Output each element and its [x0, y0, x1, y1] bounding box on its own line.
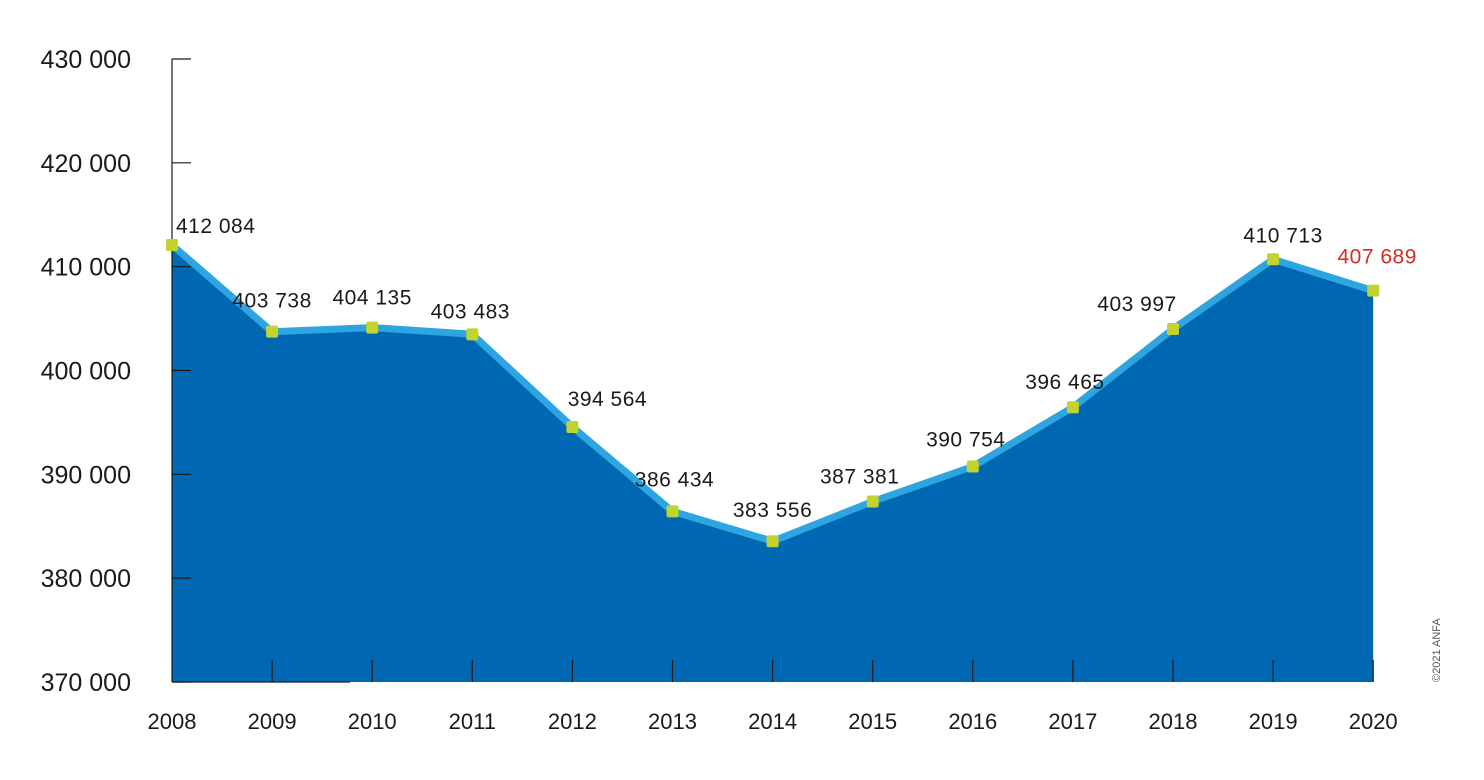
- x-tick-label: 2018: [1149, 709, 1198, 734]
- data-label: 403 997: [1097, 293, 1176, 316]
- copyright-notice: ©2021 ANFA: [1431, 618, 1443, 682]
- data-point-marker: [266, 325, 279, 338]
- x-tick-label: 2009: [248, 709, 297, 734]
- data-label: 407 689: [1337, 246, 1416, 269]
- data-point-marker: [666, 505, 679, 518]
- x-tick-label: 2019: [1249, 709, 1298, 734]
- data-label: 390 754: [926, 429, 1005, 452]
- x-tick-label: 2017: [1048, 709, 1097, 734]
- data-point-marker: [1066, 401, 1079, 414]
- data-label: 383 556: [733, 499, 812, 522]
- data-point-marker: [566, 420, 579, 433]
- x-tick-label: 2020: [1349, 709, 1398, 734]
- y-tick-label: 430 000: [41, 46, 131, 74]
- y-tick-label: 390 000: [41, 461, 131, 489]
- y-tick-label: 400 000: [41, 358, 131, 386]
- data-point-marker: [366, 321, 379, 334]
- data-point-marker: [966, 460, 979, 473]
- data-label: 394 564: [568, 388, 647, 411]
- data-label: 410 713: [1243, 224, 1322, 247]
- data-label: 403 483: [431, 300, 510, 323]
- data-point-marker: [1267, 253, 1280, 266]
- area-fill: [172, 245, 1374, 682]
- data-point-marker: [166, 239, 178, 252]
- x-axis: 2008 2009 2010 2011 2012 2013 2014 2015 2016 2017…: [148, 660, 1398, 734]
- data-point-marker: [866, 495, 879, 508]
- data-labels-layer: 412 084 403 738 404 135 403 483 394 564 386 4…: [176, 215, 1416, 522]
- data-point-marker: [466, 328, 479, 341]
- markers-layer: [166, 239, 1380, 548]
- data-label: 386 434: [635, 468, 714, 491]
- x-tick-label: 2012: [548, 709, 597, 734]
- data-label: 412 084: [176, 215, 255, 238]
- x-tick-label: 2013: [648, 709, 697, 734]
- data-point-marker: [1367, 284, 1380, 297]
- y-tick-label: 410 000: [41, 254, 131, 282]
- data-label: 403 738: [232, 290, 311, 313]
- y-tick-label: 370 000: [41, 669, 131, 697]
- data-label: 404 135: [332, 287, 411, 310]
- area-fill-layer: [172, 245, 1374, 682]
- y-tick-label: 420 000: [41, 150, 131, 178]
- y-tick-label: 380 000: [41, 565, 131, 593]
- data-label: 396 465: [1025, 371, 1104, 394]
- x-tick-label: 2015: [848, 709, 897, 734]
- x-tick-label: 2014: [748, 709, 797, 734]
- data-point-marker: [1167, 322, 1179, 335]
- y-axis: 370 000 380 000 390 000 400 000 410 000 420 0…: [41, 46, 191, 697]
- x-tick-label: 2016: [948, 709, 997, 734]
- data-label: 387 381: [820, 466, 899, 489]
- x-tick-label: 2008: [148, 709, 197, 734]
- data-point-marker: [766, 535, 779, 548]
- x-tick-label: 2010: [348, 709, 397, 734]
- x-tick-label: 2011: [449, 709, 496, 734]
